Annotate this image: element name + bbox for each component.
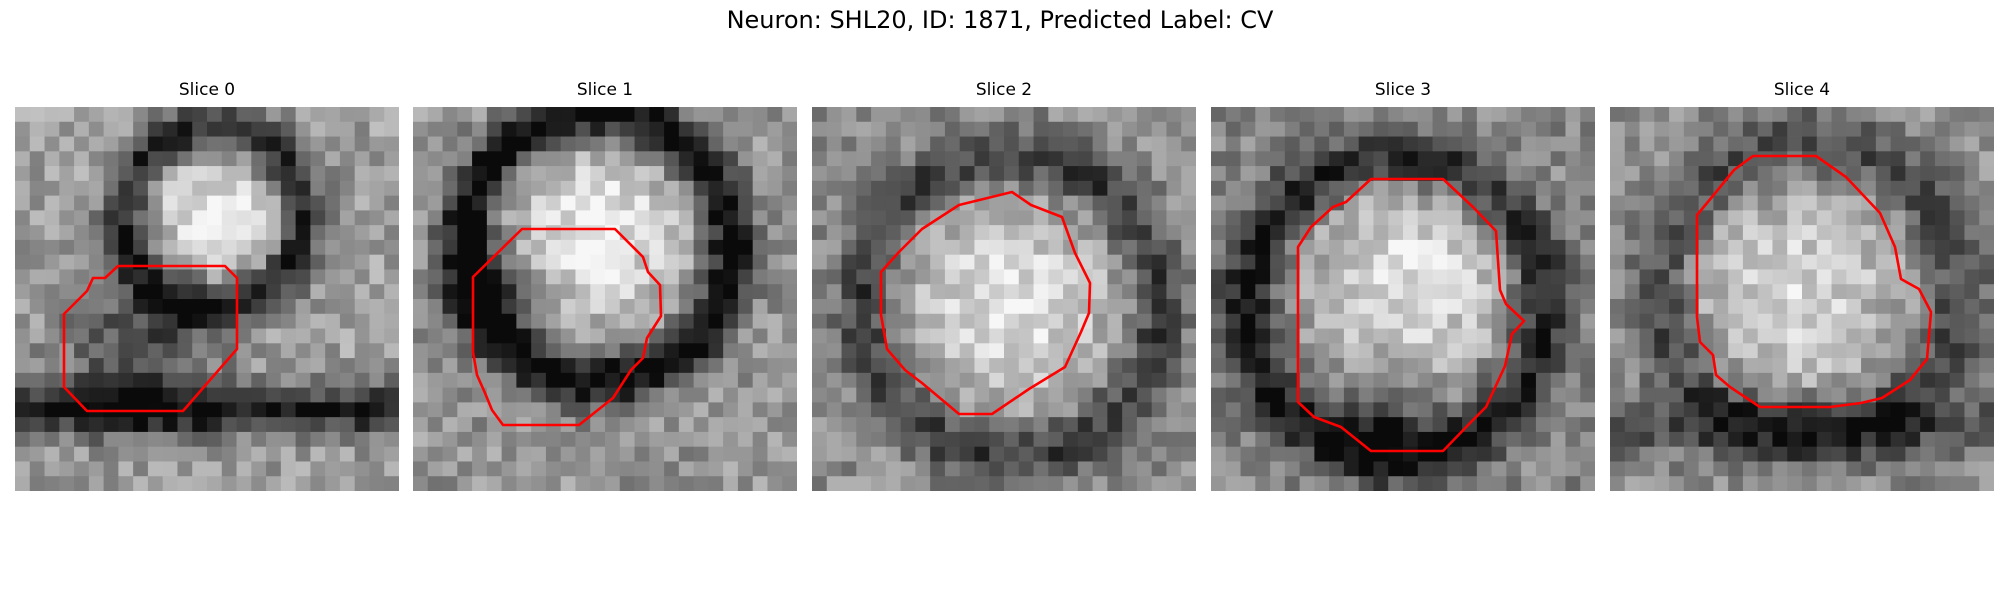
slice-image-2 — [812, 107, 1196, 491]
roi-contour-0 — [62, 264, 239, 413]
roi-contour-3 — [1296, 177, 1526, 453]
slice-pixels-4 — [1610, 107, 1994, 491]
slice-panel-2: Slice 2 — [812, 80, 1196, 491]
slice-panel-1: Slice 1 — [413, 80, 797, 491]
slice-image-0 — [15, 107, 399, 491]
roi-contour-2 — [879, 190, 1092, 416]
slice-image-3 — [1211, 107, 1595, 491]
slice-title-0: Slice 0 — [178, 80, 236, 100]
slice-image-1 — [413, 107, 797, 491]
slice-pixels-3 — [1211, 107, 1595, 491]
slice-title-4: Slice 4 — [1773, 80, 1831, 100]
slice-title-3: Slice 3 — [1374, 80, 1432, 100]
slice-pixels-0 — [15, 107, 399, 491]
slice-pixels-2 — [812, 107, 1196, 491]
roi-contour-4 — [1695, 154, 1933, 409]
slice-image-4 — [1610, 107, 1994, 491]
slice-panel-4: Slice 4 — [1610, 80, 1994, 491]
figure-title: Neuron: SHL20, ID: 1871, Predicted Label… — [726, 6, 1274, 34]
slice-title-1: Slice 1 — [576, 80, 634, 100]
roi-contour-1 — [471, 227, 663, 427]
slice-title-2: Slice 2 — [975, 80, 1033, 100]
slice-panel-3: Slice 3 — [1211, 80, 1595, 491]
slice-panel-0: Slice 0 — [15, 80, 399, 491]
slice-pixels-1 — [413, 107, 797, 491]
